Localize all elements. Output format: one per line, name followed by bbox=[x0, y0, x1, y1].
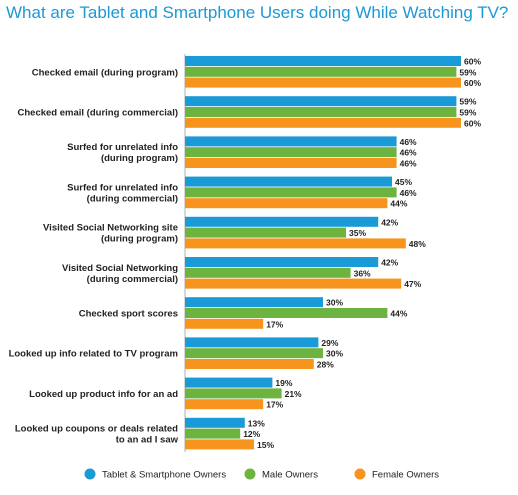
category-label: Checked email (during program) bbox=[32, 67, 178, 78]
bar-0 bbox=[185, 136, 397, 147]
data-label: 60% bbox=[464, 78, 481, 88]
data-label: 17% bbox=[266, 319, 283, 329]
category-label: (during program) bbox=[101, 234, 178, 245]
data-label: 47% bbox=[404, 279, 421, 289]
data-label: 59% bbox=[459, 108, 476, 118]
data-label: 59% bbox=[459, 97, 476, 107]
bar-0 bbox=[185, 417, 245, 428]
bar-1 bbox=[185, 308, 388, 318]
category-label: Checked email (during commercial) bbox=[18, 108, 179, 119]
bar-0 bbox=[185, 176, 392, 187]
data-label: 21% bbox=[285, 389, 302, 399]
category-label: Visited Social Networking site bbox=[43, 223, 178, 234]
data-label: 46% bbox=[400, 188, 417, 198]
bar-1 bbox=[185, 107, 457, 117]
bar-0 bbox=[185, 337, 319, 348]
bar-1 bbox=[185, 348, 323, 359]
legend-label: Tablet & Smartphone Owners bbox=[102, 470, 226, 481]
legend-marker bbox=[84, 468, 96, 480]
bar-2 bbox=[185, 278, 402, 289]
data-label: 44% bbox=[390, 309, 407, 319]
data-label: 42% bbox=[381, 217, 398, 227]
data-label: 19% bbox=[275, 378, 292, 388]
data-label: 44% bbox=[390, 199, 407, 209]
category-label: Visited Social Networking bbox=[62, 263, 178, 274]
category-label: Surfed for unrelated info bbox=[67, 142, 178, 153]
data-label: 42% bbox=[381, 258, 398, 268]
data-label: 15% bbox=[257, 440, 274, 450]
data-label: 46% bbox=[400, 159, 417, 169]
chart-title: What are Tablet and Smartphone Users doi… bbox=[6, 3, 509, 22]
bar-1 bbox=[185, 428, 241, 439]
bar-2 bbox=[185, 158, 397, 168]
data-label: 30% bbox=[326, 349, 343, 359]
data-label: 59% bbox=[459, 67, 476, 77]
category-label: Surfed for unrelated info bbox=[67, 182, 178, 193]
bar-0 bbox=[185, 216, 379, 227]
bar-2 bbox=[185, 117, 461, 128]
bar-2 bbox=[185, 198, 388, 209]
category-label: Looked up coupons or deals related bbox=[15, 424, 178, 435]
category-label: (during commercial) bbox=[87, 274, 178, 285]
category-label: Looked up info related to TV program bbox=[9, 349, 178, 360]
data-label: 48% bbox=[409, 239, 426, 249]
legend-label: Male Owners bbox=[262, 470, 318, 481]
bar-2 bbox=[185, 439, 254, 450]
data-label: 17% bbox=[266, 400, 283, 410]
legend-marker bbox=[354, 468, 366, 480]
bar-2 bbox=[185, 77, 461, 88]
category-label: Looked up product info for an ad bbox=[29, 389, 178, 400]
bar-0 bbox=[185, 377, 273, 388]
bar-0 bbox=[185, 96, 457, 107]
bar-1 bbox=[185, 187, 397, 198]
data-label: 12% bbox=[243, 429, 260, 439]
bar-1 bbox=[185, 388, 282, 399]
bar-0 bbox=[185, 56, 461, 66]
legend-marker bbox=[244, 468, 256, 480]
data-label: 45% bbox=[395, 177, 412, 187]
data-label: 46% bbox=[400, 148, 417, 158]
data-label: 28% bbox=[317, 360, 334, 370]
bar-0 bbox=[185, 297, 323, 308]
category-label: Checked sport scores bbox=[79, 309, 178, 320]
data-label: 13% bbox=[248, 418, 265, 428]
category-label: (during program) bbox=[101, 153, 178, 164]
bar-1 bbox=[185, 147, 397, 158]
data-label: 35% bbox=[349, 228, 366, 238]
data-label: 29% bbox=[321, 338, 338, 348]
data-label: 60% bbox=[464, 118, 481, 128]
bar-2 bbox=[185, 399, 264, 410]
category-label: (during commercial) bbox=[87, 193, 178, 204]
bar-2 bbox=[185, 238, 406, 249]
bar-1 bbox=[185, 267, 351, 278]
data-label: 36% bbox=[354, 268, 371, 278]
bar-2 bbox=[185, 318, 264, 329]
bar-1 bbox=[185, 227, 346, 238]
data-label: 46% bbox=[400, 137, 417, 147]
category-label: to an ad I saw bbox=[116, 435, 179, 446]
legend-label: Female Owners bbox=[372, 470, 439, 481]
data-label: 30% bbox=[326, 298, 343, 308]
bar-2 bbox=[185, 359, 314, 369]
bar-1 bbox=[185, 66, 457, 77]
bar-0 bbox=[185, 257, 379, 267]
data-label: 60% bbox=[464, 57, 481, 67]
